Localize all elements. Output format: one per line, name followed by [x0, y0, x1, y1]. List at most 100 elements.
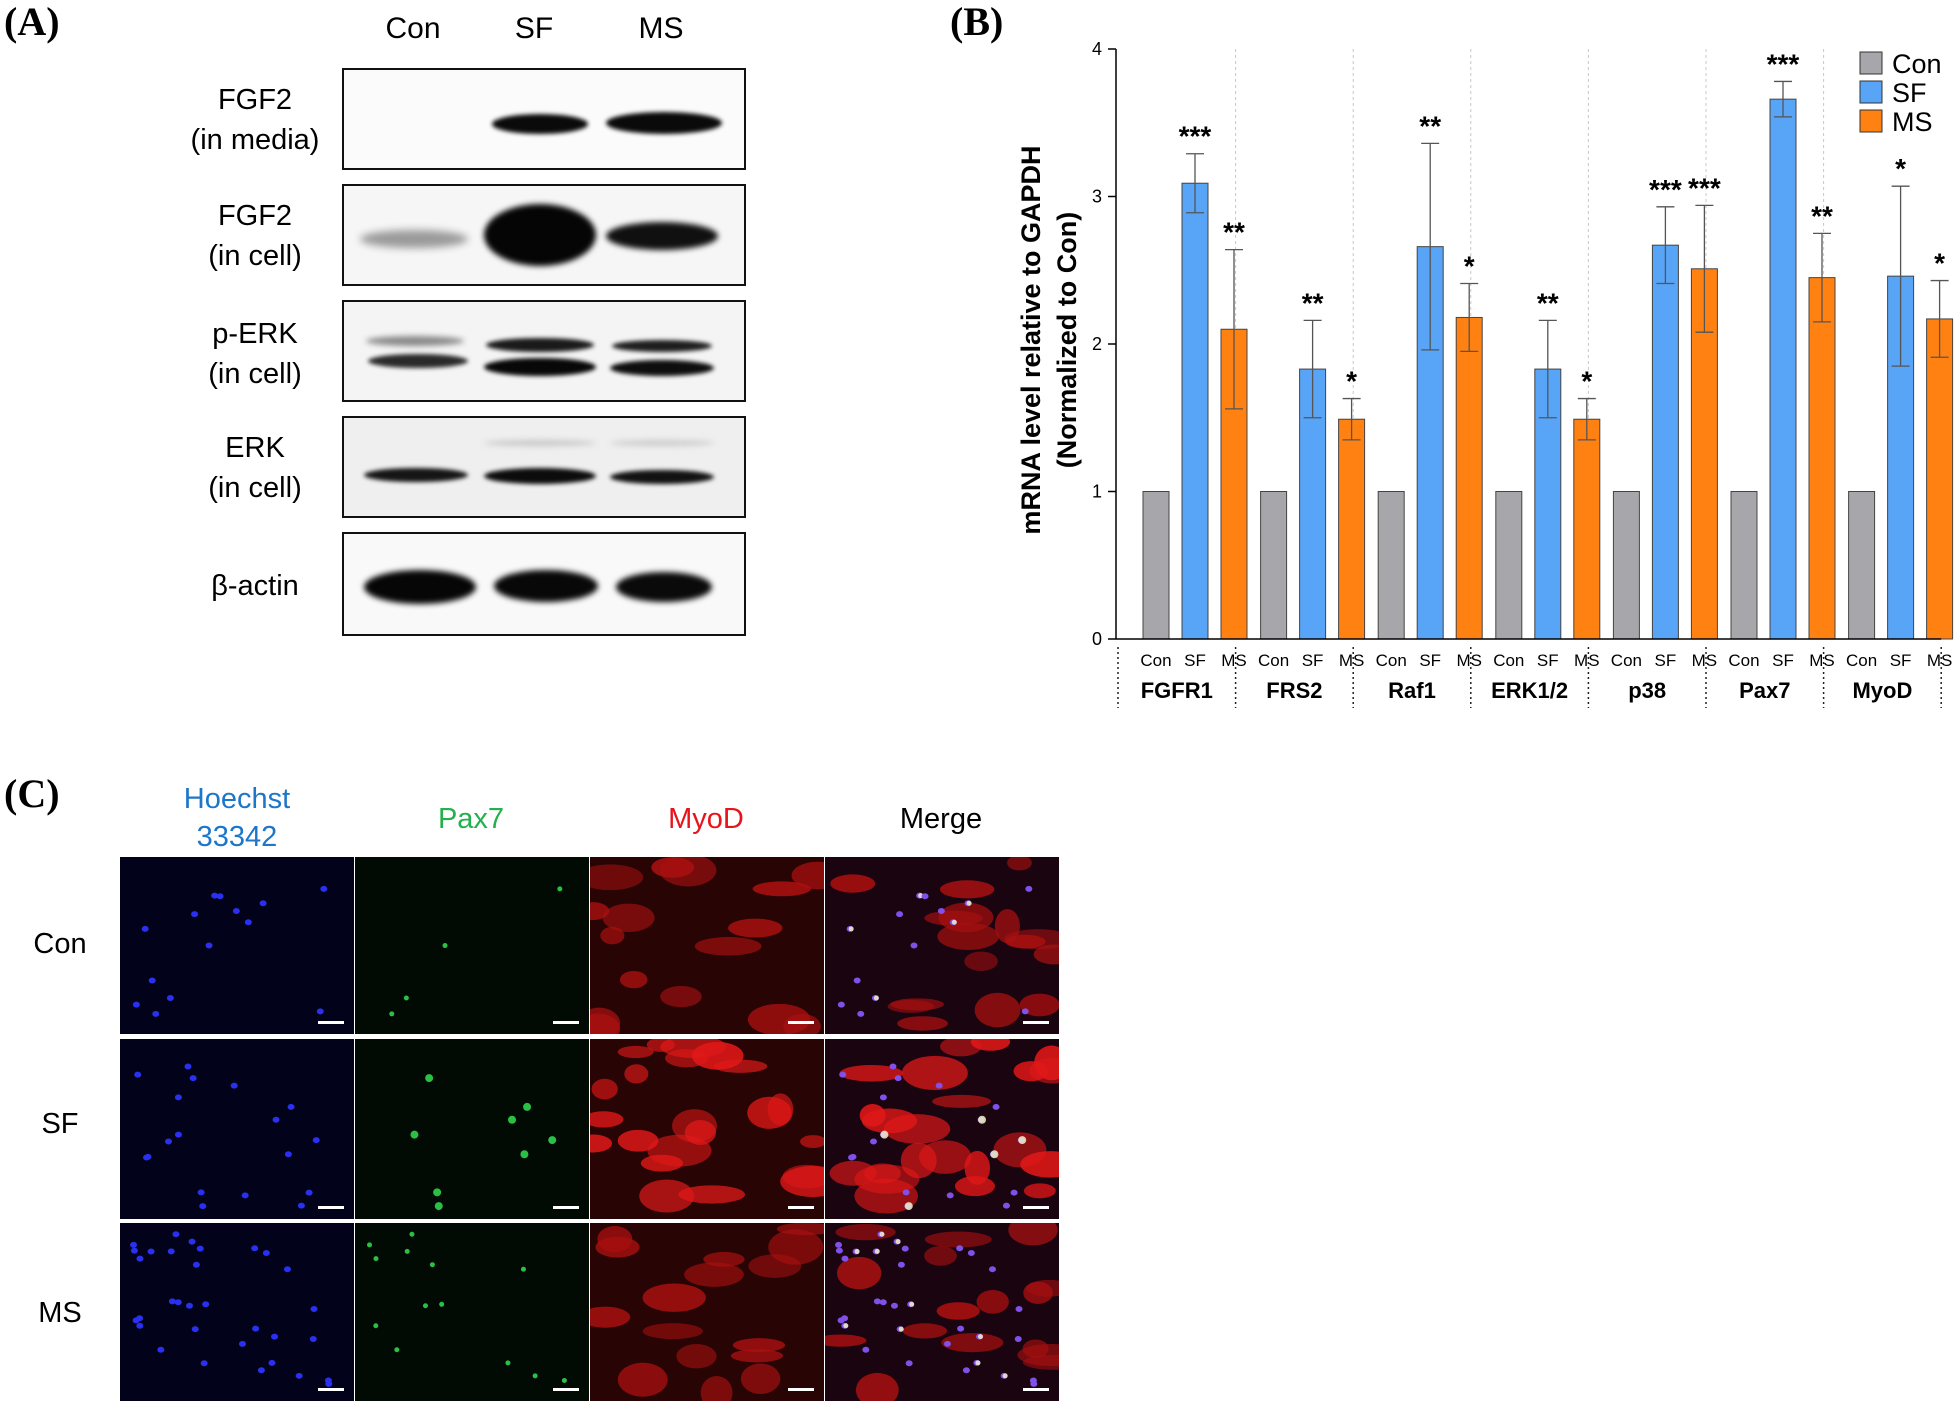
bar-fgfr1-sf: [1181, 182, 1209, 640]
blot-lane-con: Con: [385, 12, 441, 45]
blot-label-erk: ERK (in cell): [208, 432, 302, 504]
legend-label-ms: MS: [1892, 107, 1933, 137]
significance-label: ***: [1179, 121, 1212, 152]
bar-frs2-ms: [1338, 418, 1366, 640]
bar-myod-ms: [1926, 318, 1954, 640]
significance-label: ***: [1767, 48, 1800, 79]
significance-label: **: [1537, 287, 1559, 318]
legend-swatch-ms: [1859, 109, 1883, 133]
y-tick-label: 4: [1092, 39, 1102, 59]
scale-bar: [1023, 1388, 1049, 1391]
col-head-pax7: Pax7: [437, 803, 505, 835]
x-condition-label: Con: [1728, 651, 1759, 670]
micrograph-ms-merge: [825, 1223, 1059, 1401]
legend-swatch-sf: [1859, 80, 1883, 104]
scale-bar: [553, 1388, 579, 1391]
micrograph-ms-pax7: [355, 1223, 589, 1401]
x-group-label: FRS2: [1266, 678, 1322, 703]
significance-label: ***: [1649, 174, 1682, 205]
scale-bar: [553, 1021, 579, 1024]
x-condition-label: SF: [1302, 651, 1324, 670]
row-head-sf: SF: [41, 1108, 79, 1140]
x-condition-label: MS: [1574, 651, 1600, 670]
y-tick-label: 0: [1092, 629, 1102, 649]
scale-bar: [318, 1021, 344, 1024]
bar-pax7-sf: [1769, 98, 1797, 640]
scale-bar: [788, 1206, 814, 1209]
significance-label: **: [1223, 217, 1245, 248]
significance-label: ***: [1688, 172, 1721, 203]
significance-label: *: [1464, 251, 1475, 282]
y-axis-label-line2: (Normalized to Con): [1052, 212, 1082, 469]
col-head-myod: MyoD: [668, 803, 744, 835]
x-condition-label: MS: [1809, 651, 1835, 670]
legend-swatch-con: [1859, 51, 1883, 75]
x-condition-label: SF: [1537, 651, 1559, 670]
x-condition-label: SF: [1419, 651, 1441, 670]
x-condition-label: SF: [1655, 651, 1677, 670]
micrograph-con-myod: [590, 857, 824, 1034]
scale-bar: [318, 1206, 344, 1209]
x-condition-label: Con: [1611, 651, 1642, 670]
row-head-con: Con: [33, 928, 87, 960]
blot-lane-ms: MS: [638, 12, 684, 45]
bar-pax7-con: [1730, 491, 1758, 640]
blot-erk: [342, 416, 746, 518]
bar-erk1-2-con: [1495, 491, 1523, 640]
blot-bactin: [342, 532, 746, 636]
micrograph-sf-pax7: [355, 1039, 589, 1219]
x-condition-label: Con: [1376, 651, 1407, 670]
scale-bar: [553, 1206, 579, 1209]
x-group-label: Raf1: [1388, 678, 1436, 703]
x-condition-label: MS: [1692, 651, 1718, 670]
scale-bar: [788, 1021, 814, 1024]
blot-fgf2-cell: [342, 184, 746, 286]
panel-c-letter: (C): [4, 771, 60, 816]
col-head-merge: Merge: [899, 803, 983, 835]
micrograph-sf-hoechst: [120, 1039, 354, 1219]
significance-label: *: [1581, 366, 1592, 397]
panel-b-letter: (B): [950, 0, 1004, 44]
significance-label: *: [1895, 153, 1906, 184]
scale-bar: [318, 1388, 344, 1391]
bar-myod-con: [1848, 491, 1876, 640]
blot-lane-sf: SF: [514, 12, 554, 45]
x-condition-label: Con: [1493, 651, 1524, 670]
legend-label-sf: SF: [1892, 78, 1927, 108]
y-tick-label: 1: [1092, 482, 1102, 502]
y-tick-label: 2: [1092, 334, 1102, 354]
blot-label-fgf2-media: FGF2 (in media): [190, 84, 320, 156]
x-condition-label: Con: [1846, 651, 1877, 670]
x-group-label: ERK1/2: [1491, 678, 1568, 703]
significance-label: **: [1302, 287, 1324, 318]
micrograph-con-merge: [825, 857, 1059, 1034]
blot-label-bactin: β-actin: [211, 570, 299, 602]
legend-label-con: Con: [1892, 49, 1942, 79]
significance-label: **: [1811, 200, 1833, 231]
x-condition-label: MS: [1339, 651, 1365, 670]
bar-erk1-2-ms: [1573, 418, 1601, 640]
blot-label-fgf2-cell: FGF2 (in cell): [208, 200, 302, 272]
bar-fgfr1-con: [1142, 491, 1170, 640]
x-group-label: p38: [1628, 678, 1666, 703]
y-tick-label: 3: [1092, 187, 1102, 207]
bar-raf1-ms: [1455, 316, 1483, 640]
scale-bar: [1023, 1021, 1049, 1024]
significance-label: *: [1934, 248, 1945, 279]
x-condition-label: SF: [1184, 651, 1206, 670]
blot-label-perk: p-ERK (in cell): [208, 318, 302, 390]
micrograph-sf-myod: [590, 1039, 824, 1219]
scale-bar: [788, 1388, 814, 1391]
blot-perk: [342, 300, 746, 402]
x-condition-label: Con: [1140, 651, 1171, 670]
bar-raf1-con: [1377, 491, 1405, 640]
y-axis-label-line1: mRNA level relative to GAPDH: [1016, 145, 1046, 534]
micrograph-con-pax7: [355, 857, 589, 1034]
blot-fgf2-media: [342, 68, 746, 170]
x-group-label: MyoD: [1852, 678, 1912, 703]
x-group-label: Pax7: [1739, 678, 1790, 703]
x-condition-label: MS: [1221, 651, 1247, 670]
bar-p38-sf: [1651, 244, 1679, 640]
bar-pax7-ms: [1808, 277, 1836, 640]
